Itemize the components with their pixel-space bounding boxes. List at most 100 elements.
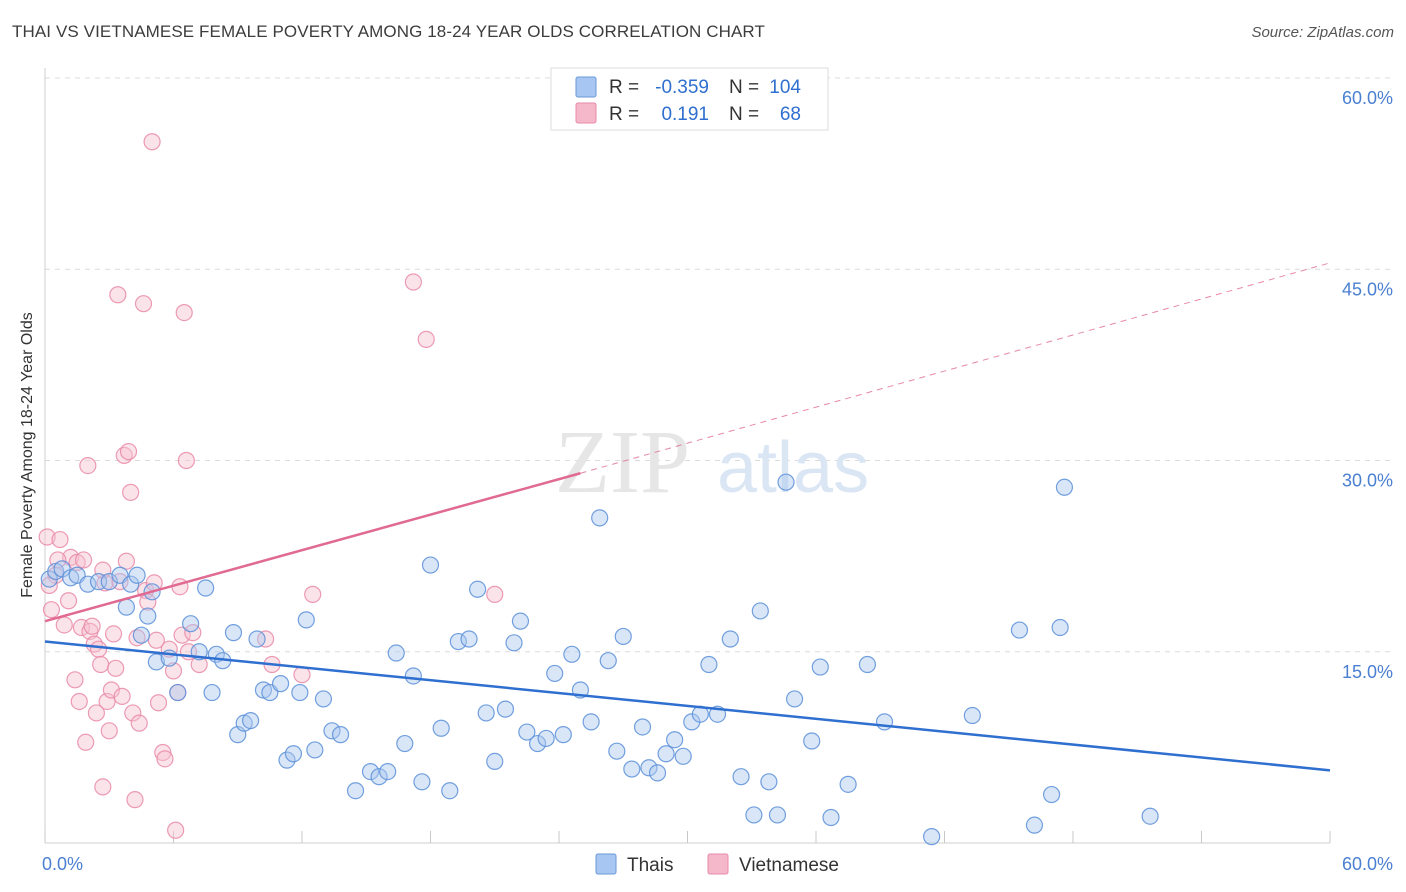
point-thais-47 — [413, 773, 431, 791]
point-thais-87 — [768, 806, 787, 824]
point-vietnamese-11 — [74, 551, 93, 569]
point-vietnamese-38 — [134, 295, 153, 313]
point-thais-100 — [1042, 785, 1061, 804]
point-thais-70 — [614, 627, 632, 646]
point-vietnamese-61 — [304, 585, 322, 603]
point-thais-49 — [432, 719, 450, 737]
correlation-legend: R = -0.359 N = 104 R = 0.191 N = 68 — [550, 67, 829, 131]
point-vietnamese-13 — [79, 457, 97, 475]
point-thais-71 — [623, 760, 641, 778]
point-thais-35 — [297, 611, 315, 629]
legend-n-value-thai: 104 — [769, 77, 801, 98]
point-thais-53 — [469, 580, 487, 598]
point-thais-60 — [528, 734, 547, 753]
legend-swatch-viet — [575, 102, 597, 124]
point-thais-42 — [370, 768, 388, 786]
point-vietnamese-52 — [173, 626, 191, 644]
series-thais-points — [40, 473, 1159, 846]
point-vietnamese-32 — [119, 442, 138, 461]
point-thais-48 — [421, 556, 440, 574]
legend-n-label-thai: N = — [729, 77, 759, 98]
point-thais-93 — [839, 775, 857, 793]
point-vietnamese-53 — [175, 304, 193, 322]
point-vietnamese-17 — [87, 704, 106, 722]
point-thais-77 — [674, 747, 692, 765]
point-thais-27 — [242, 711, 260, 730]
point-vietnamese-43 — [147, 631, 165, 649]
point-thais-91 — [811, 658, 829, 676]
point-thais-36 — [306, 741, 324, 759]
legend-r-label-thai: R = — [609, 77, 639, 98]
point-thais-72 — [633, 718, 652, 736]
point-vietnamese-37 — [130, 714, 148, 732]
series-vietnamese-points — [38, 133, 504, 839]
point-thais-98 — [1010, 621, 1029, 639]
point-thais-89 — [785, 690, 804, 708]
point-thais-33 — [284, 745, 303, 763]
point-thais-76 — [666, 731, 684, 749]
y-tick-label-2: 45.0% — [1342, 279, 1393, 299]
point-vietnamese-9 — [70, 692, 88, 711]
point-thais-66 — [582, 713, 600, 731]
legend-item-thais-label: Thais — [627, 855, 673, 876]
point-thais-86 — [760, 773, 778, 791]
point-thais-101 — [1051, 618, 1069, 637]
point-vietnamese-5 — [59, 592, 78, 610]
point-vietnamese-23 — [100, 722, 118, 740]
y-tick-labels: 15.0% 30.0% 45.0% 60.0% — [1342, 88, 1393, 682]
point-thais-88 — [777, 473, 795, 491]
point-vietnamese-67 — [40, 576, 58, 595]
point-thais-90 — [803, 732, 821, 750]
point-thais-5 — [79, 575, 97, 593]
trend-line-vietnamese-extension — [580, 262, 1331, 474]
point-vietnamese-31 — [117, 552, 135, 570]
point-thais-68 — [599, 652, 617, 670]
point-thais-37 — [314, 690, 333, 708]
point-thais-85 — [751, 602, 769, 620]
point-thais-28 — [248, 630, 266, 648]
point-vietnamese-0 — [38, 528, 56, 546]
point-thais-44 — [387, 644, 405, 662]
point-thais-24 — [224, 624, 243, 642]
point-thais-59 — [518, 723, 536, 741]
point-thais-80 — [700, 655, 718, 674]
point-vietnamese-26 — [107, 659, 125, 677]
point-vietnamese-19 — [92, 655, 110, 674]
gridlines — [45, 77, 1390, 653]
point-vietnamese-45 — [154, 743, 172, 762]
point-thais-62 — [546, 664, 564, 683]
point-thais-31 — [271, 675, 290, 693]
point-thais-32 — [278, 751, 296, 769]
point-thais-34 — [291, 683, 309, 702]
y-axis-label: Female Poverty Among 18-24 Year Olds — [19, 312, 36, 598]
series-legend: Thais Vietnamese — [595, 853, 839, 876]
point-thais-13 — [139, 607, 157, 625]
point-thais-92 — [822, 808, 840, 827]
legend-r-value-viet: 0.191 — [661, 104, 709, 125]
point-thais-58 — [511, 612, 530, 630]
watermark-zip: ZIP — [555, 413, 690, 512]
trend-line-vietnamese — [44, 472, 581, 623]
point-thais-69 — [608, 742, 626, 760]
point-thais-83 — [732, 768, 750, 786]
point-thais-56 — [496, 700, 515, 718]
legend-n-label-viet: N = — [729, 104, 759, 125]
legend-item-vietnamese-label: Vietnamese — [739, 855, 839, 876]
point-vietnamese-7 — [66, 671, 84, 689]
point-vietnamese-27 — [109, 286, 127, 304]
point-thais-57 — [505, 634, 523, 652]
point-thais-40 — [346, 782, 365, 800]
point-thais-73 — [640, 759, 658, 777]
point-thais-12 — [132, 626, 150, 644]
point-vietnamese-3 — [51, 530, 69, 549]
axes — [44, 68, 1331, 844]
legend-swatch-thai — [575, 76, 597, 98]
point-thais-97 — [963, 706, 981, 725]
point-thais-46 — [404, 667, 422, 685]
point-thais-61 — [537, 729, 555, 748]
point-vietnamese-12 — [77, 733, 95, 751]
point-thais-64 — [563, 645, 581, 663]
y-tick-label-1: 30.0% — [1342, 471, 1393, 491]
y-tick-label-3: 60.0% — [1342, 88, 1393, 108]
